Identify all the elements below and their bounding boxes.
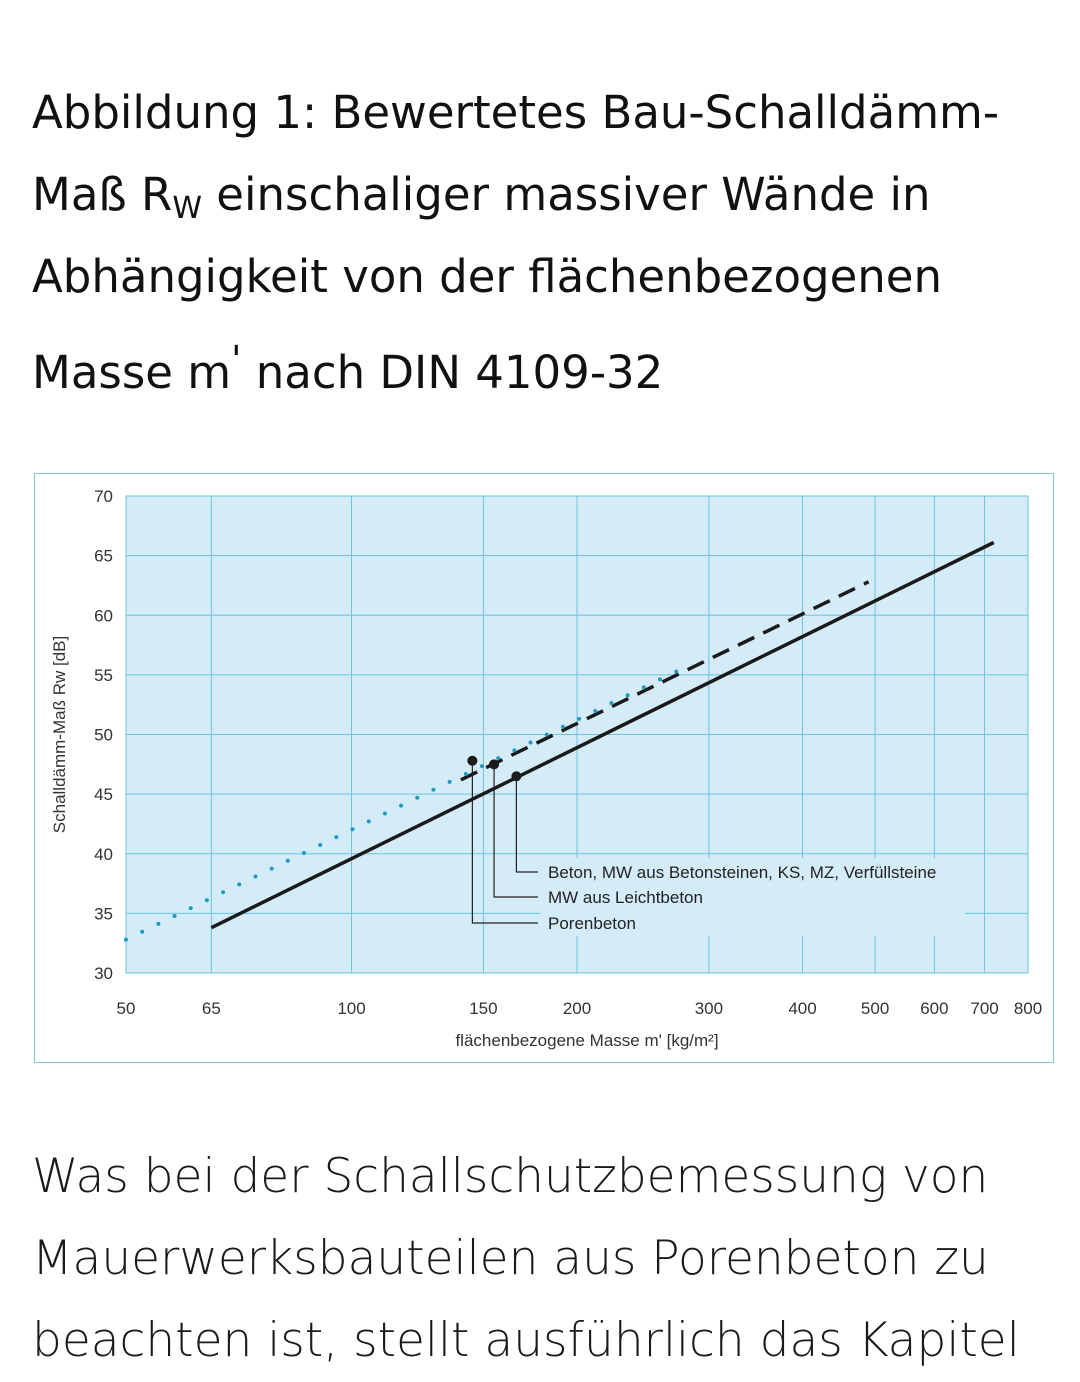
x-tick-label: 800 bbox=[1014, 999, 1042, 1018]
body-paragraph: Was bei der Schallschutzbemessung von Ma… bbox=[32, 1149, 1020, 1368]
x-tick-label: 65 bbox=[202, 999, 221, 1018]
x-tick-label: 500 bbox=[861, 999, 889, 1018]
leader-line bbox=[471, 760, 538, 924]
x-tick-label: 700 bbox=[970, 999, 998, 1018]
y-tick-label: 55 bbox=[94, 666, 113, 685]
plot-border bbox=[125, 495, 1029, 974]
x-axis-label: flächenbezogene Masse m' [kg/m²] bbox=[455, 1031, 718, 1050]
y-tick-label: 35 bbox=[94, 904, 113, 923]
y-tick-label: 60 bbox=[94, 606, 113, 625]
caption-part1: Abbildung 1: Bewertetes Bau-Schalldämm-M… bbox=[32, 86, 1000, 221]
caption-part3: nach DIN 4109-32 bbox=[241, 346, 664, 399]
x-tick-label: 150 bbox=[469, 999, 497, 1018]
leader-line bbox=[515, 776, 538, 873]
chart-container: 50 65 100 150 200 300 400 500 600 700 800 30 35 40 45 5… bbox=[34, 473, 1054, 1063]
caption-superscript: ' bbox=[231, 337, 242, 381]
y-tick-label: 70 bbox=[94, 487, 113, 506]
legend-label: Beton, MW aus Betonsteinen, KS, MZ, Verf… bbox=[548, 863, 936, 882]
y-tick-label: 40 bbox=[94, 845, 113, 864]
x-tick-label: 100 bbox=[337, 999, 365, 1018]
series-line-solid bbox=[210, 540, 995, 930]
legend-cover bbox=[540, 858, 965, 936]
y-tick-label: 65 bbox=[94, 547, 113, 566]
y-tick-label: 50 bbox=[94, 726, 113, 745]
caption-part2: einschaliger massiver Wände in Abhängigk… bbox=[32, 168, 942, 399]
figure-caption: Abbildung 1: Bewertetes Bau-Schalldämm-M… bbox=[32, 72, 1042, 414]
y-tick-label: 30 bbox=[94, 964, 113, 983]
y-tick-label: 45 bbox=[94, 785, 113, 804]
legend-label: Porenbeton bbox=[548, 914, 636, 933]
x-tick-label: 50 bbox=[117, 999, 136, 1018]
x-tick-label: 600 bbox=[920, 999, 948, 1018]
series-line-dashed bbox=[460, 580, 870, 782]
x-tick-label: 200 bbox=[563, 999, 591, 1018]
sound-insulation-chart: 50 65 100 150 200 300 400 500 600 700 800 30 35 40 45 5… bbox=[50, 487, 1042, 1050]
legend-label: MW aus Leichtbeton bbox=[548, 888, 703, 907]
x-tick-label: 300 bbox=[695, 999, 723, 1018]
x-tick-label: 400 bbox=[788, 999, 816, 1018]
leader-line bbox=[493, 764, 538, 898]
caption-subscript: W bbox=[172, 191, 202, 226]
y-axis-label: Schalldämm-Maß Rw [dB] bbox=[50, 636, 69, 833]
